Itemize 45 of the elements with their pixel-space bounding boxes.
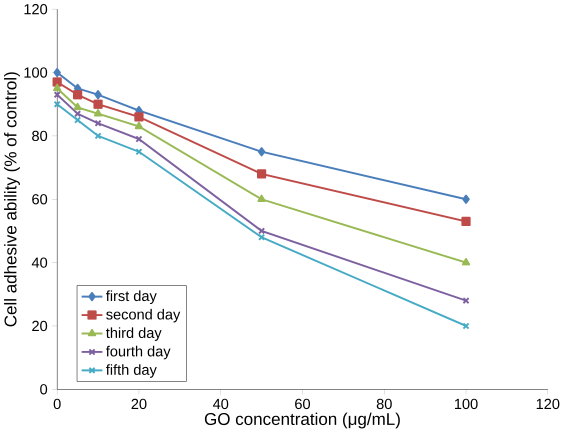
legend-label: first day [106, 290, 157, 304]
point [258, 233, 266, 241]
point [258, 227, 266, 234]
y-tick-label: 60 [32, 194, 48, 204]
y-tick-label: 120 [24, 4, 48, 14]
point [74, 110, 82, 118]
point [135, 135, 142, 142]
y-tick-label: 100 [24, 67, 48, 78]
x-tick-label: 100 [454, 398, 478, 409]
point [94, 108, 102, 116]
x-tick-label: 0 [54, 398, 61, 409]
x-tick-label: 60 [295, 398, 310, 409]
point [52, 77, 62, 86]
y-tick-label: 40 [32, 257, 48, 268]
point [462, 194, 470, 204]
point [258, 146, 266, 156]
legend-label: fourth day [106, 346, 171, 360]
point [256, 169, 266, 178]
x-tick-label: 40 [212, 398, 228, 409]
y-tick-label: 0 [40, 384, 48, 394]
point [74, 116, 82, 124]
point [134, 122, 144, 129]
point [94, 119, 102, 127]
legend-label: fifth day [106, 364, 157, 378]
x-tick-label: 20 [132, 398, 146, 409]
point [72, 90, 82, 100]
point [93, 99, 103, 109]
y-axis-title: Cell adhesive ability (% of control) [4, 72, 20, 326]
x-tick-label: 80 [376, 398, 392, 409]
point [461, 216, 471, 226]
y-tick-label: 80 [32, 130, 48, 141]
point [134, 112, 144, 122]
point [53, 68, 61, 77]
point [73, 102, 82, 110]
legend-label: third day [106, 327, 162, 341]
y-tick-label: 20 [32, 320, 48, 331]
point [462, 258, 470, 266]
x-tick-label: 120 [536, 398, 560, 409]
legend-label: second day [106, 308, 180, 322]
point [94, 132, 102, 140]
point [135, 148, 142, 156]
point [53, 84, 62, 91]
point [257, 194, 266, 202]
x-axis-title: GO concentration (μg/mL) [204, 412, 400, 428]
point [94, 90, 102, 100]
